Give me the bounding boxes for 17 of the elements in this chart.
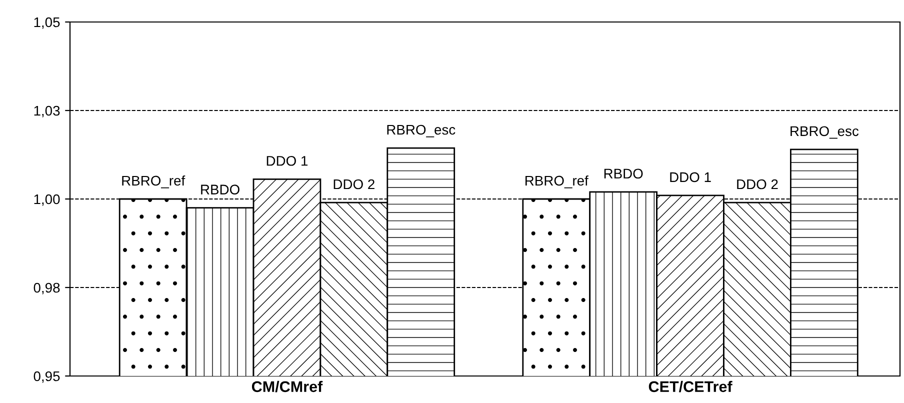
series-label: DDO 2	[334, 179, 374, 190]
series-label: RBRO_esc	[790, 126, 859, 139]
x-tick-label: CET/CETref	[648, 380, 732, 392]
y-tick-label: 0,95	[34, 371, 60, 383]
text: DDO 1	[670, 172, 711, 182]
x-tick-label: CM/CMref	[252, 380, 323, 392]
text: RBRO_esc	[387, 124, 456, 138]
y-tick-label: 0,98	[34, 282, 60, 294]
y-tick-label: 1,05	[34, 17, 60, 29]
y-tick-label: 1,03	[34, 106, 60, 118]
series-label: RBDO	[201, 184, 240, 194]
series-label: RBRO_ref	[122, 175, 186, 188]
text: DDO 2	[737, 179, 778, 190]
series-label: DDO 1	[266, 156, 308, 166]
text: RBRO_ref	[525, 175, 588, 188]
y-tick-label: 1,00	[34, 194, 60, 206]
text: RBDO	[604, 168, 643, 179]
